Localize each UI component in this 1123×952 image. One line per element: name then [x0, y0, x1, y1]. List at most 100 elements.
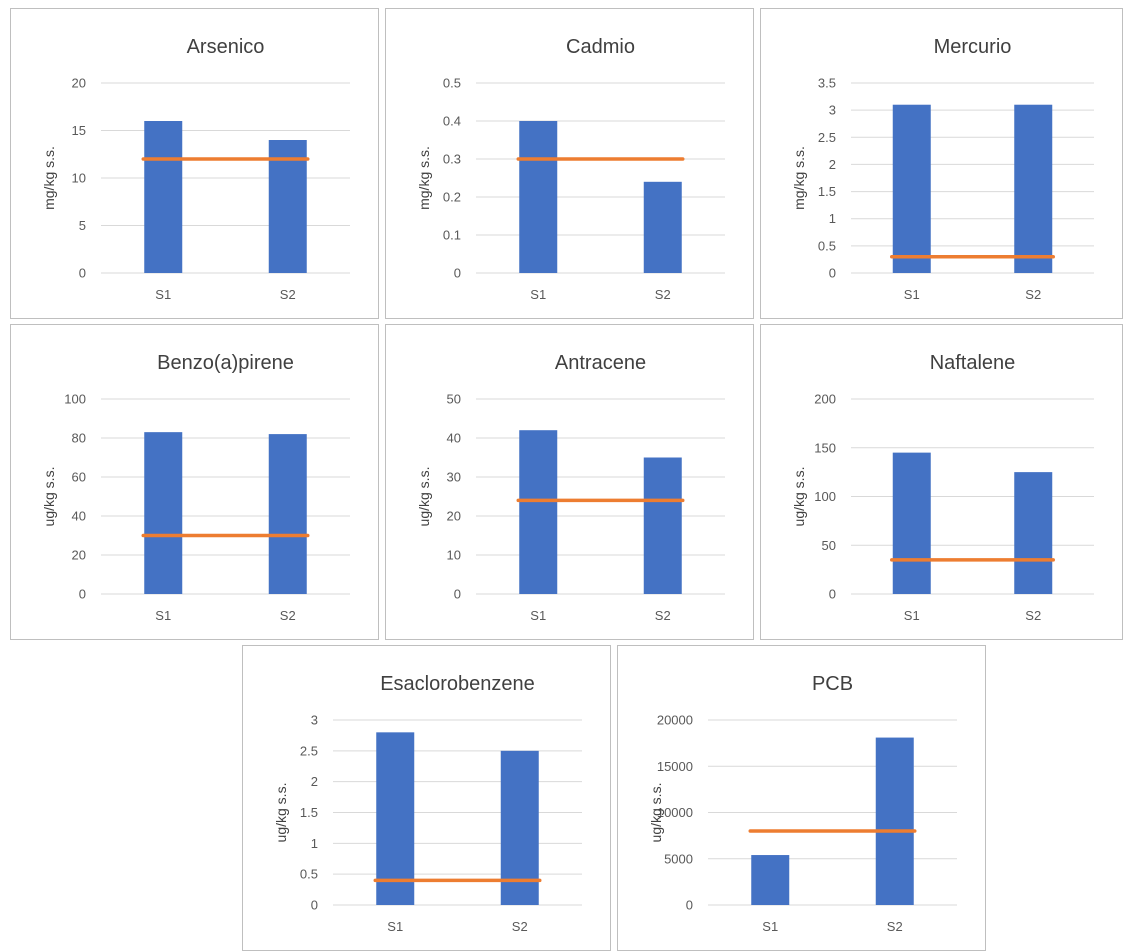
y-tick-label: 0 [454, 587, 461, 602]
y-axis-label: ug/kg s.s. [791, 467, 807, 527]
y-tick-label: 150 [814, 440, 836, 455]
x-tick-label: S1 [904, 287, 920, 302]
y-tick-label: 15 [72, 123, 86, 138]
chart-title: PCB [812, 673, 853, 695]
chart-svg: Arsenico 0 5 10 15 20 mg/kg s.s. S1 S2 [41, 36, 350, 302]
x-tick-label: S2 [280, 608, 296, 623]
chart-title: Mercurio [934, 36, 1012, 58]
y-tick-label: 1.5 [300, 805, 318, 820]
chart-title: Esaclorobenzene [380, 673, 535, 695]
y-tick-label: 80 [72, 431, 86, 446]
bar-s1 [376, 732, 415, 905]
y-tick-label: 30 [447, 470, 461, 485]
y-tick-label: 1 [829, 211, 836, 226]
y-tick-label: 0.2 [443, 190, 461, 205]
bar-s1 [519, 121, 558, 273]
y-tick-label: 0.1 [443, 228, 461, 243]
y-tick-label: 0.5 [443, 76, 461, 91]
y-tick-label: 2 [829, 157, 836, 172]
x-tick-label: S1 [155, 608, 171, 623]
bar-s2 [268, 434, 307, 594]
y-tick-label: 0.3 [443, 152, 461, 167]
y-tick-label: 0.4 [443, 114, 461, 129]
chart-pcb: PCB 0 5000 10000 15000 20000 ug/kg s.s. S1 S2 [617, 645, 986, 951]
x-tick-label: S1 [762, 919, 778, 934]
bar-s1 [144, 121, 183, 273]
y-tick-label: 3.5 [818, 76, 836, 91]
bar-s1 [892, 452, 931, 594]
chart-mercurio: Mercurio 0 0.5 1 1.5 2 2.5 3 3.5 mg/kg s.s. S1 S2 [760, 8, 1123, 319]
y-tick-label: 40 [72, 509, 86, 524]
y-tick-label: 0 [79, 266, 86, 281]
x-tick-label: S1 [530, 287, 546, 302]
chart-svg: Mercurio 0 0.5 1 1.5 2 2.5 3 3.5 mg/kg s.s. S1 S2 [791, 36, 1094, 302]
y-tick-label: 0.5 [818, 238, 836, 253]
y-tick-label: 10000 [657, 805, 693, 820]
chart-title: Benzo(a)pirene [157, 352, 294, 374]
bar-s1 [519, 430, 558, 594]
y-tick-label: 3 [829, 103, 836, 118]
y-tick-label: 40 [447, 431, 461, 446]
chart-title: Antracene [555, 352, 646, 374]
chart-svg: Cadmio 0 0.1 0.2 0.3 0.4 0.5 mg/kg s.s. S1 S2 [416, 36, 725, 302]
x-tick-label: S2 [280, 287, 296, 302]
x-tick-label: S2 [655, 287, 671, 302]
y-tick-label: 10 [447, 548, 461, 563]
x-tick-label: S2 [1025, 608, 1041, 623]
chart-title: Cadmio [566, 36, 635, 58]
y-tick-label: 1.5 [818, 184, 836, 199]
y-tick-label: 5000 [664, 851, 693, 866]
chart-arsenico: Arsenico 0 5 10 15 20 mg/kg s.s. S1 S2 [10, 8, 379, 319]
chart-svg: Naftalene 0 50 100 150 200 ug/kg s.s. S1 S2 [791, 352, 1094, 623]
y-tick-label: 100 [814, 489, 836, 504]
y-tick-label: 2.5 [300, 743, 318, 758]
bar-s2 [875, 737, 914, 905]
bar-s2 [1014, 104, 1053, 273]
bar-s2 [1014, 472, 1053, 594]
chart-title: Arsenico [187, 36, 265, 58]
chart-naftalene: Naftalene 0 50 100 150 200 ug/kg s.s. S1 S2 [760, 324, 1123, 640]
y-tick-label: 20 [447, 509, 461, 524]
y-axis-label: ug/kg s.s. [648, 783, 664, 843]
x-tick-label: S1 [904, 608, 920, 623]
chart-svg: Benzo(a)pirene 0 20 40 60 80 100 ug/kg s.s. S1 S2 [41, 352, 350, 623]
y-tick-label: 20 [72, 548, 86, 563]
x-tick-label: S1 [155, 287, 171, 302]
y-tick-label: 100 [64, 392, 86, 407]
x-tick-label: S2 [887, 919, 903, 934]
y-tick-label: 60 [72, 470, 86, 485]
y-axis-label: ug/kg s.s. [41, 467, 57, 527]
y-tick-label: 2.5 [818, 130, 836, 145]
chart-svg: Antracene 0 10 20 30 40 50 ug/kg s.s. S1 S2 [416, 352, 725, 623]
chart-antracene: Antracene 0 10 20 30 40 50 ug/kg s.s. S1 S2 [385, 324, 754, 640]
chart-esaclorobenzene: Esaclorobenzene 0 0.5 1 1.5 2 2.5 3 ug/kg s.s. S1… [242, 645, 611, 951]
y-tick-label: 10 [72, 171, 86, 186]
y-tick-label: 0 [829, 266, 836, 281]
y-tick-label: 0 [829, 587, 836, 602]
chart-title: Naftalene [930, 352, 1016, 374]
bar-s2 [268, 140, 307, 273]
chart-svg: PCB 0 5000 10000 15000 20000 ug/kg s.s. S1 S2 [648, 673, 957, 934]
y-axis-label: ug/kg s.s. [273, 783, 289, 843]
y-tick-label: 3 [311, 713, 318, 728]
chart-svg: Esaclorobenzene 0 0.5 1 1.5 2 2.5 3 ug/kg s.s. S1… [273, 673, 582, 934]
bar-s2 [643, 457, 682, 594]
y-axis-label: mg/kg s.s. [416, 146, 432, 210]
y-axis-label: ug/kg s.s. [416, 467, 432, 527]
y-tick-label: 50 [822, 538, 836, 553]
x-tick-label: S2 [655, 608, 671, 623]
y-tick-label: 20 [72, 76, 86, 91]
y-tick-label: 0 [311, 898, 318, 913]
y-tick-label: 2 [311, 774, 318, 789]
y-tick-label: 50 [447, 392, 461, 407]
bar-s1 [751, 855, 790, 905]
bar-s2 [643, 181, 682, 273]
y-axis-label: mg/kg s.s. [41, 146, 57, 210]
bar-s1 [144, 432, 183, 594]
y-axis-label: mg/kg s.s. [791, 146, 807, 210]
x-tick-label: S1 [387, 919, 403, 934]
y-tick-label: 0.5 [300, 867, 318, 882]
x-tick-label: S1 [530, 608, 546, 623]
y-tick-label: 0 [686, 898, 693, 913]
y-tick-label: 0 [454, 266, 461, 281]
